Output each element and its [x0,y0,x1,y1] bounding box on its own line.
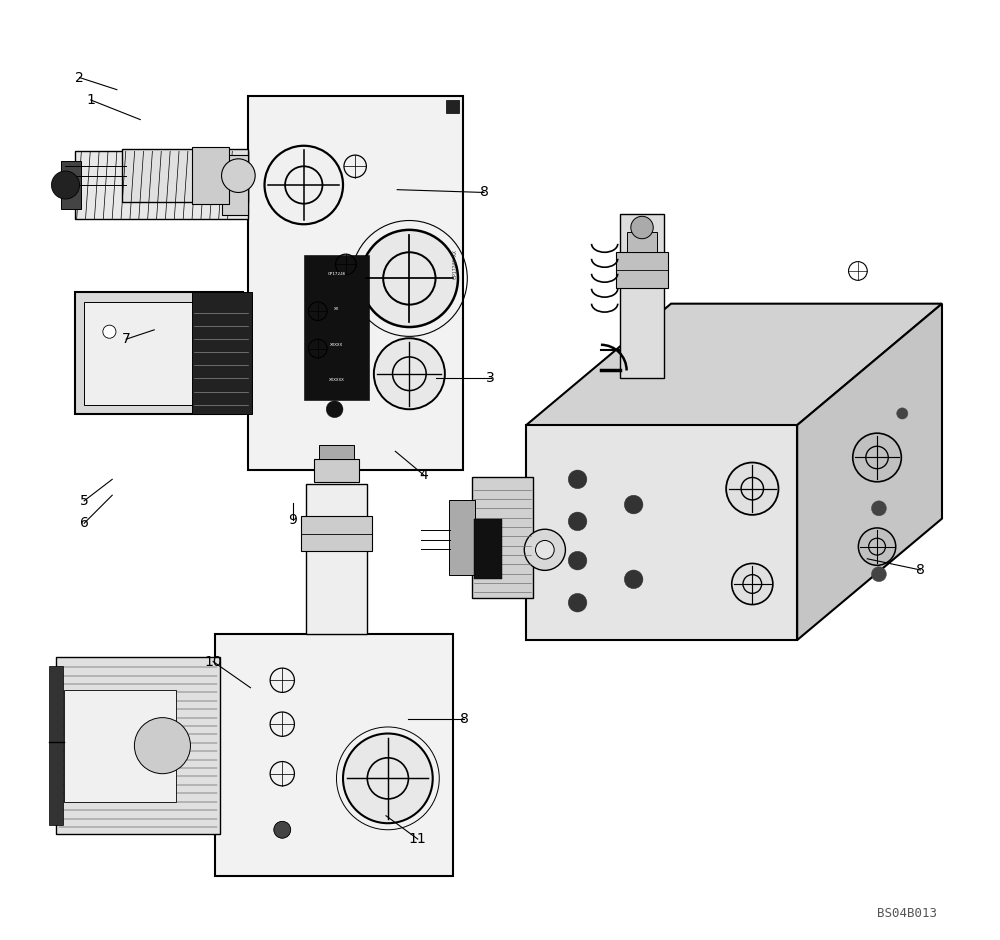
Text: 9: 9 [288,512,297,526]
Text: 1: 1 [86,93,95,107]
Text: 6: 6 [80,516,89,530]
Circle shape [631,216,653,239]
Circle shape [871,501,886,516]
Circle shape [624,570,643,588]
Text: 3: 3 [486,371,495,385]
Circle shape [741,478,764,500]
Bar [616,252,668,288]
Bar [620,214,664,378]
Text: 8: 8 [460,713,469,727]
Text: 5: 5 [80,494,89,508]
Text: CP17246: CP17246 [327,272,346,275]
Bar [304,255,369,400]
Polygon shape [797,304,942,640]
Circle shape [393,357,426,391]
Bar [627,232,657,252]
Polygon shape [526,425,797,640]
Circle shape [624,495,643,514]
Circle shape [367,758,408,799]
Bar [301,516,372,551]
Bar [474,519,502,579]
Circle shape [265,146,343,225]
Bar [61,162,81,209]
Circle shape [897,408,908,419]
Circle shape [568,470,587,489]
Text: BS04B013: BS04B013 [877,907,937,920]
Circle shape [732,563,773,604]
Circle shape [326,400,343,417]
Circle shape [853,433,901,482]
Circle shape [743,574,762,593]
Circle shape [51,171,80,199]
Bar [75,292,243,414]
Polygon shape [526,304,942,425]
Bar [122,149,248,202]
Text: XX: XX [334,307,339,311]
Text: 7: 7 [122,332,131,346]
Bar [446,100,459,113]
Circle shape [374,338,445,409]
Circle shape [134,717,190,774]
Circle shape [869,539,885,555]
Bar [75,151,248,219]
Circle shape [536,540,554,559]
Text: 11: 11 [409,832,427,846]
Circle shape [726,462,778,515]
Circle shape [871,567,886,582]
Circle shape [858,528,896,565]
Bar [248,96,463,470]
Bar [215,634,453,876]
Circle shape [343,733,433,823]
Bar [84,302,196,404]
Text: 8: 8 [480,185,489,199]
Circle shape [222,159,255,193]
Text: 8: 8 [916,563,925,577]
Circle shape [524,529,565,571]
Text: 10: 10 [204,654,222,668]
Bar [472,477,533,598]
Circle shape [866,446,888,469]
Text: XXXXXX: XXXXXX [329,378,344,383]
Circle shape [568,512,587,531]
Bar [56,657,220,835]
Text: CP17246 XX: CP17246 XX [453,250,458,279]
Text: 4: 4 [419,468,428,481]
Circle shape [568,551,587,570]
Bar [314,459,359,482]
Bar [192,147,229,204]
Bar [449,500,475,574]
Bar [192,292,252,414]
Text: XXXXX: XXXXX [330,343,343,347]
Circle shape [361,230,458,327]
Circle shape [103,325,116,338]
Bar [222,155,248,215]
Circle shape [568,593,587,612]
Bar [306,484,367,634]
Circle shape [285,166,322,204]
Circle shape [274,822,291,838]
Bar [319,445,354,459]
Bar [64,690,176,802]
Circle shape [383,252,436,305]
Bar [49,666,63,825]
Text: 2: 2 [75,70,84,85]
